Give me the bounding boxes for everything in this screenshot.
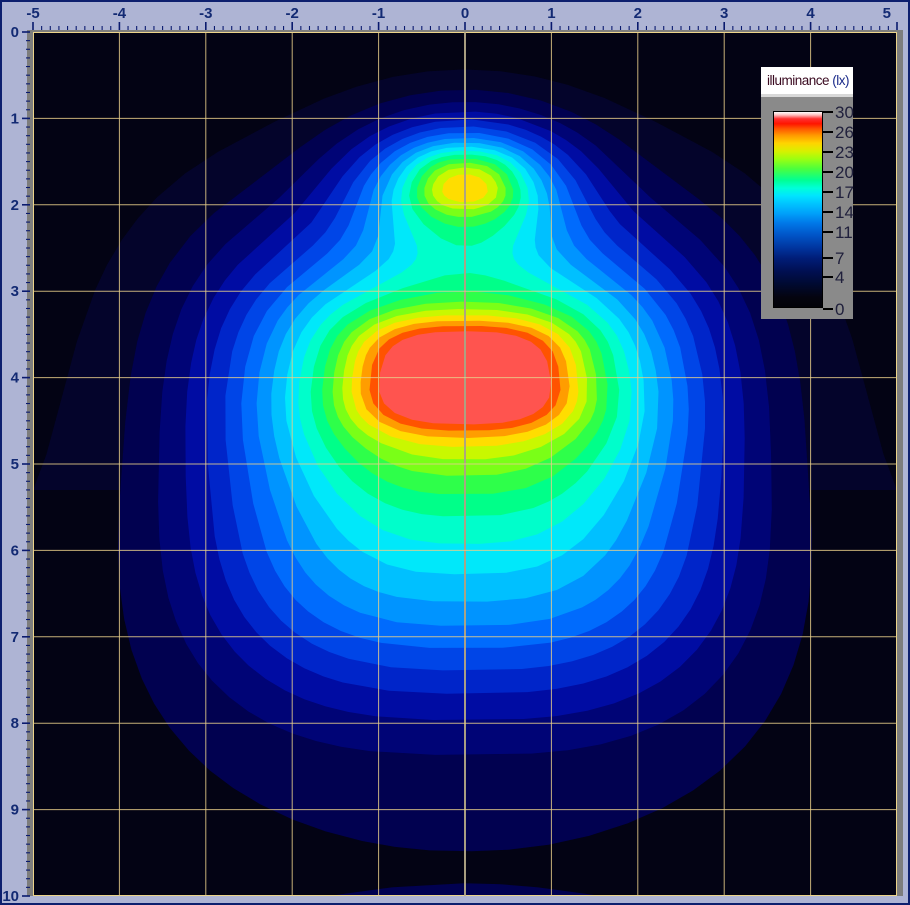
svg-text:6: 6	[11, 542, 19, 559]
svg-text:5: 5	[883, 5, 891, 22]
svg-text:2: 2	[634, 5, 642, 22]
svg-text:4: 4	[11, 370, 20, 387]
svg-text:9: 9	[11, 802, 19, 819]
svg-text:2: 2	[11, 197, 19, 214]
svg-text:7: 7	[11, 629, 19, 646]
svg-text:10: 10	[2, 888, 19, 905]
svg-text:5: 5	[11, 456, 19, 473]
svg-text:-4: -4	[113, 5, 127, 22]
svg-text:-3: -3	[199, 5, 212, 22]
svg-text:3: 3	[720, 5, 728, 22]
svg-text:3: 3	[11, 283, 19, 300]
svg-text:1: 1	[547, 5, 555, 22]
svg-text:-2: -2	[286, 5, 299, 22]
svg-text:0: 0	[11, 24, 19, 41]
svg-text:4: 4	[806, 5, 815, 22]
svg-text:8: 8	[11, 715, 19, 732]
svg-text:-5: -5	[26, 5, 39, 22]
svg-text:0: 0	[461, 5, 469, 22]
svg-text:-1: -1	[372, 5, 385, 22]
svg-text:1: 1	[11, 110, 19, 127]
